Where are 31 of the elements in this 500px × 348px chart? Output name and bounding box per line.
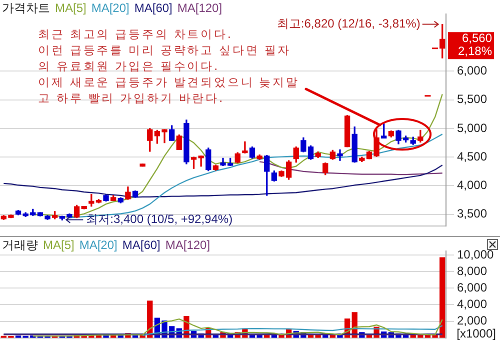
y-tick-label: 4,500 (457, 149, 488, 164)
y-tick-label: 8,000 (457, 264, 488, 278)
chart-title: 가격차트 (2, 1, 50, 15)
text: MA[120] (165, 238, 210, 252)
text: 6,560 2,18% (458, 31, 492, 58)
annotation: 고 하루 빨리 가입하기 바란다. (38, 90, 226, 106)
text: MA[5] (55, 1, 86, 15)
annotation: 최저:3,400 (10/5, +92,94%) (86, 212, 233, 226)
text: MA[20] (79, 238, 118, 252)
candlestick (242, 141, 248, 154)
text: MA[20] (91, 1, 130, 15)
y-tick-label: 5,000 (457, 120, 488, 135)
chart-title: 거래량 (2, 238, 38, 252)
annotation: 최고:6,820 (12/16, -3,81%) (276, 16, 420, 31)
y-tick-label: 6,000 (457, 280, 488, 295)
text: MA[60] (122, 238, 160, 252)
y-tick-label: 10,000 (457, 247, 494, 262)
y-tick-label: 4,000 (457, 297, 488, 312)
y-tick-label: 4,000 (457, 178, 488, 192)
y-tick-label: 2,000 (457, 314, 488, 328)
y-axis-title: [x1000] (456, 326, 496, 341)
text: MA[5] (43, 238, 74, 252)
y-tick-label: 5,500 (457, 92, 488, 106)
annotation: 이제 새로운 급등주가 발견되었으니 늦지말 (38, 74, 300, 90)
text: MA[60] (134, 1, 172, 15)
y-tick-label: 3,500 (457, 206, 488, 221)
annotation: 의 유료회원 가입은 필수이다. (38, 58, 220, 74)
y-tick-label: 6,000 (457, 64, 488, 78)
annotation: 이런 급등주를 미리 공략하고 싶다면 필자 (38, 42, 292, 58)
text: MA[120] (177, 1, 222, 15)
annotation: 최근 최고의 급등주의 차트이다. (38, 27, 232, 41)
